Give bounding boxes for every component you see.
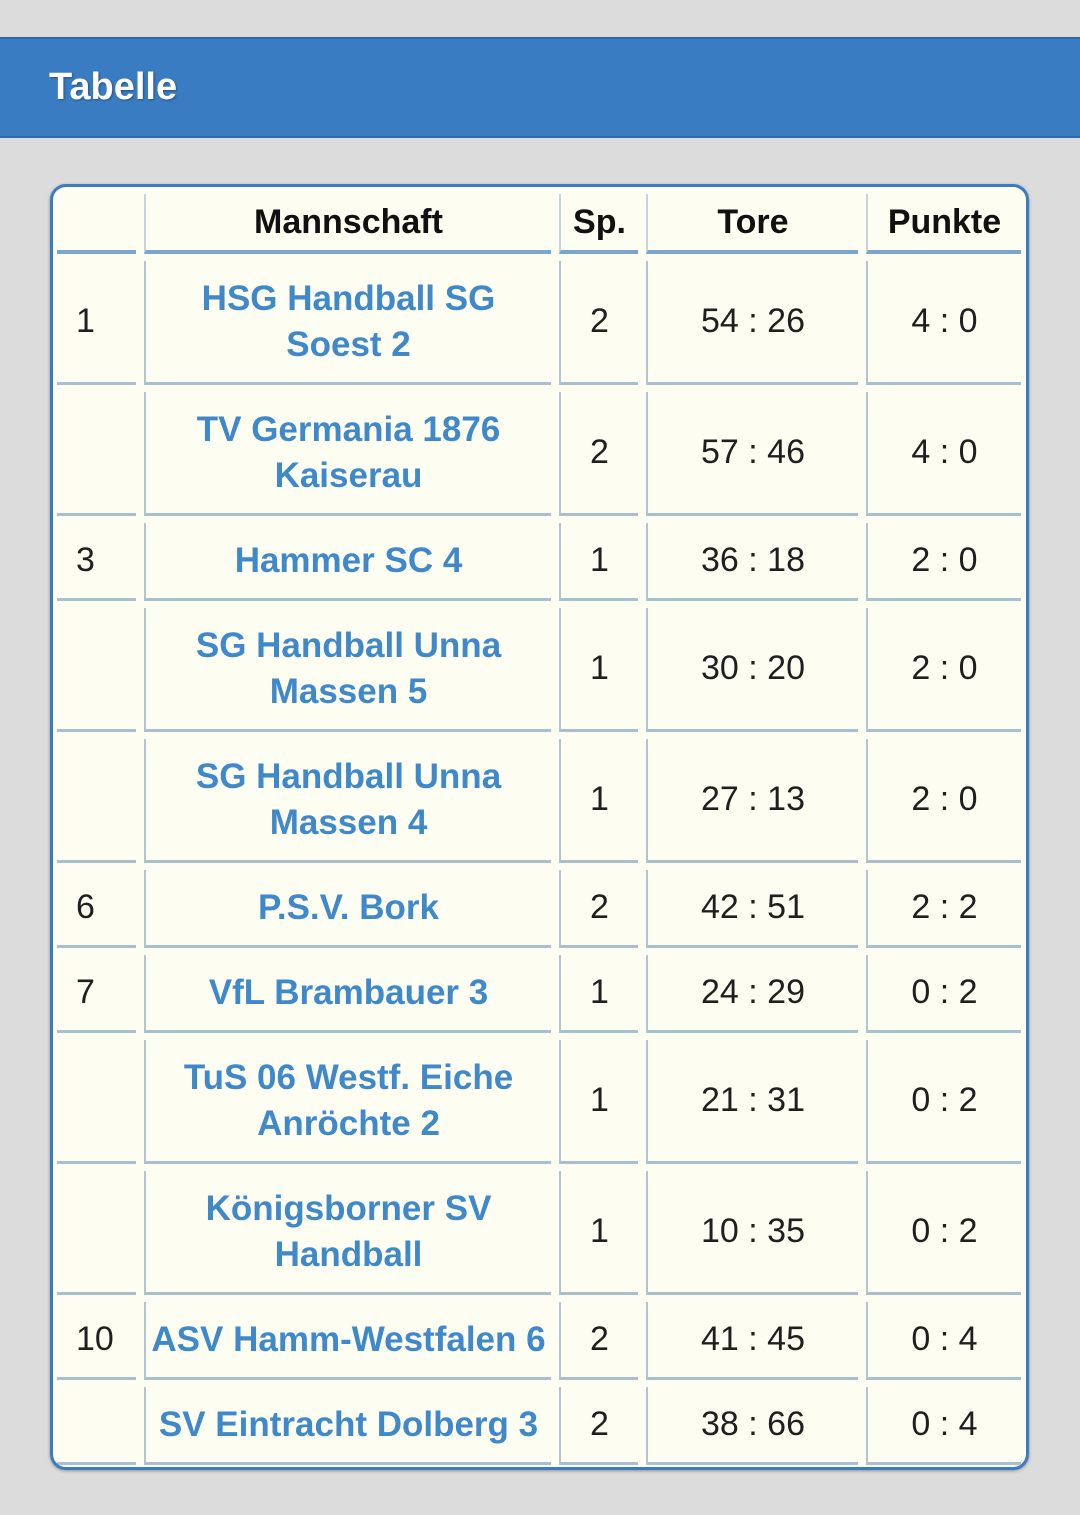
goals-cell: 42 : 51 [646,870,858,948]
team-link[interactable]: SV Eintracht Dolberg 3 [144,1387,551,1465]
rank-cell: 3 [57,523,136,601]
rank-cell [57,608,136,732]
page-title: Tabelle [49,66,178,108]
rank-cell [57,1171,136,1295]
team-link[interactable]: P.S.V. Bork [144,870,551,948]
column-header-rank [57,194,136,254]
column-header-points: Punkte [866,194,1021,254]
rank-cell: 6 [57,870,136,948]
games-cell: 2 [559,1387,638,1465]
points-cell: 0 : 4 [866,1302,1021,1380]
rank-cell [57,1040,136,1164]
points-cell: 2 : 0 [866,608,1021,732]
games-cell: 1 [559,1171,638,1295]
team-link[interactable]: TuS 06 Westf. Eiche Anröchte 2 [144,1040,551,1164]
goals-cell: 27 : 13 [646,739,858,863]
goals-cell: 36 : 18 [646,523,858,601]
games-cell: 1 [559,955,638,1033]
rank-cell: 10 [57,1302,136,1380]
rank-cell: 1 [57,261,136,385]
header-bar: Tabelle [0,37,1080,138]
table-row: SV Eintracht Dolberg 3 2 38 : 66 0 : 4 [57,1387,1021,1465]
games-cell: 1 [559,739,638,863]
table-row: 3 Hammer SC 4 1 36 : 18 2 : 0 [57,523,1021,601]
rank-cell: 7 [57,955,136,1033]
team-link[interactable]: TV Germania 1876 Kaiserau [144,392,551,516]
goals-cell: 38 : 66 [646,1387,858,1465]
table-row: 7 VfL Brambauer 3 1 24 : 29 0 : 2 [57,955,1021,1033]
table-row: 1 HSG Handball SG Soest 2 2 54 : 26 4 : … [57,261,1021,385]
points-cell: 0 : 2 [866,955,1021,1033]
table-header-row: Mannschaft Sp. Tore Punkte [57,194,1021,254]
goals-cell: 10 : 35 [646,1171,858,1295]
rank-cell [57,392,136,516]
games-cell: 1 [559,523,638,601]
table-row: 6 P.S.V. Bork 2 42 : 51 2 : 2 [57,870,1021,948]
points-cell: 0 : 2 [866,1171,1021,1295]
games-cell: 2 [559,1302,638,1380]
points-cell: 2 : 2 [866,870,1021,948]
games-cell: 2 [559,392,638,516]
table-row: 10 ASV Hamm-Westfalen 6 2 41 : 45 0 : 4 [57,1302,1021,1380]
column-header-games: Sp. [559,194,638,254]
team-link[interactable]: VfL Brambauer 3 [144,955,551,1033]
team-link[interactable]: Königsborner SV Handball [144,1171,551,1295]
goals-cell: 21 : 31 [646,1040,858,1164]
goals-cell: 54 : 26 [646,261,858,385]
rank-cell [57,739,136,863]
table-row: TuS 06 Westf. Eiche Anröchte 2 1 21 : 31… [57,1040,1021,1164]
goals-cell: 24 : 29 [646,955,858,1033]
standings-table-card: Mannschaft Sp. Tore Punkte 1 HSG Handbal… [50,184,1029,1470]
goals-cell: 57 : 46 [646,392,858,516]
table-row: SG Handball Unna Massen 4 1 27 : 13 2 : … [57,739,1021,863]
goals-cell: 30 : 20 [646,608,858,732]
rank-cell [57,1387,136,1465]
table-row: Königsborner SV Handball 1 10 : 35 0 : 2 [57,1171,1021,1295]
points-cell: 4 : 0 [866,261,1021,385]
points-cell: 0 : 2 [866,1040,1021,1164]
games-cell: 1 [559,1040,638,1164]
column-header-team: Mannschaft [144,194,551,254]
points-cell: 0 : 4 [866,1387,1021,1465]
points-cell: 4 : 0 [866,392,1021,516]
games-cell: 1 [559,608,638,732]
games-cell: 2 [559,870,638,948]
team-link[interactable]: Hammer SC 4 [144,523,551,601]
column-header-goals: Tore [646,194,858,254]
team-link[interactable]: SG Handball Unna Massen 5 [144,608,551,732]
table-row: TV Germania 1876 Kaiserau 2 57 : 46 4 : … [57,392,1021,516]
table-row: SG Handball Unna Massen 5 1 30 : 20 2 : … [57,608,1021,732]
team-link[interactable]: SG Handball Unna Massen 4 [144,739,551,863]
goals-cell: 41 : 45 [646,1302,858,1380]
team-link[interactable]: ASV Hamm-Westfalen 6 [144,1302,551,1380]
standings-table: Mannschaft Sp. Tore Punkte 1 HSG Handbal… [53,187,1026,1467]
points-cell: 2 : 0 [866,523,1021,601]
points-cell: 2 : 0 [866,739,1021,863]
games-cell: 2 [559,261,638,385]
team-link[interactable]: HSG Handball SG Soest 2 [144,261,551,385]
